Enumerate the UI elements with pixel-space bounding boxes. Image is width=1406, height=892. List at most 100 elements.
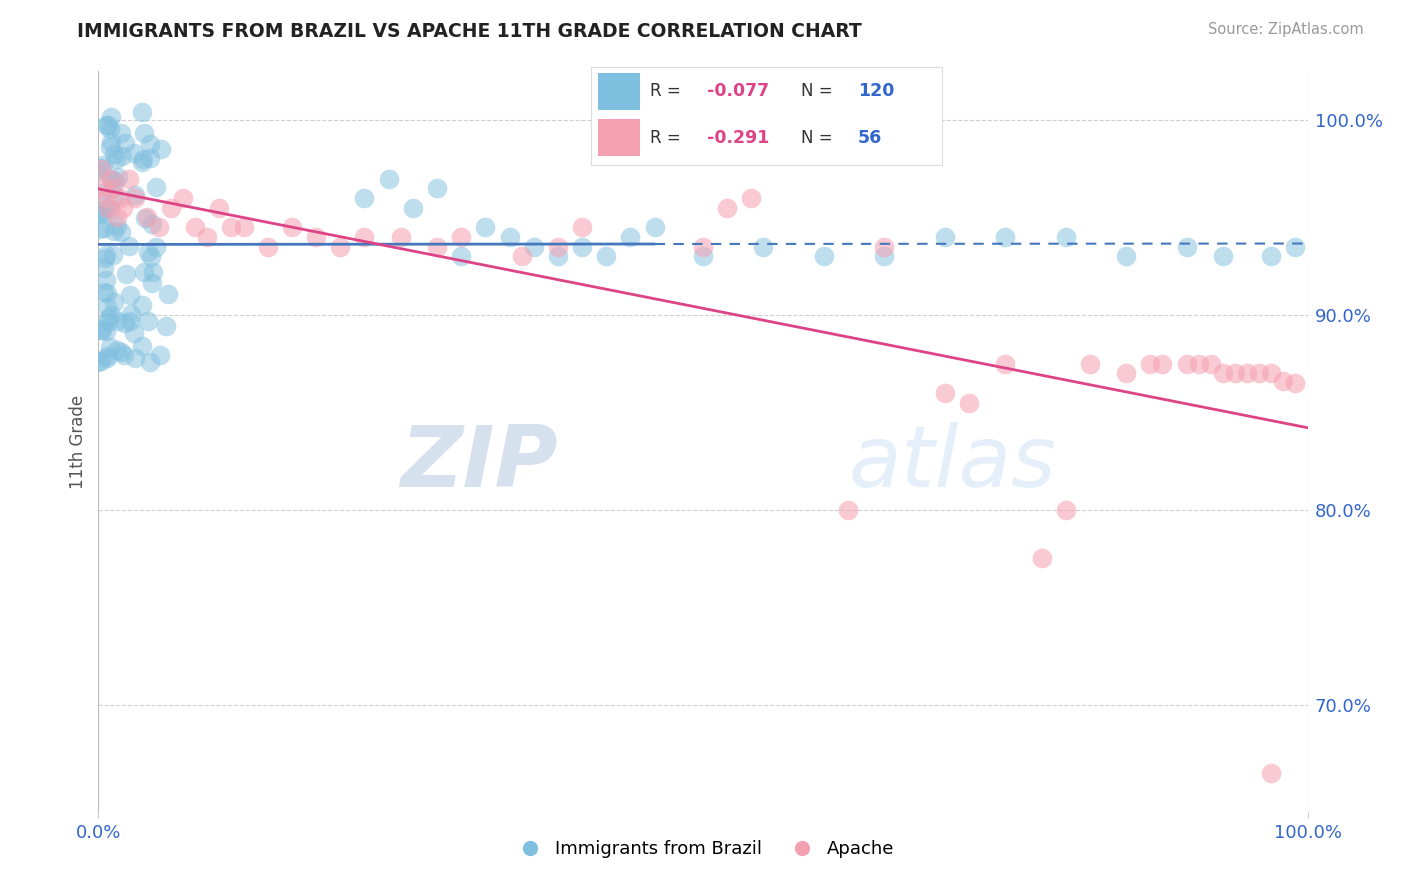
Point <box>87 355 110 369</box>
Point <box>145 240 167 254</box>
Point <box>994 230 1017 244</box>
Point <box>91 181 114 195</box>
Point <box>1199 357 1222 371</box>
Point <box>873 240 896 254</box>
Point <box>149 348 172 362</box>
Point <box>96 118 118 132</box>
Point <box>377 171 399 186</box>
Point <box>148 220 170 235</box>
Point <box>934 230 956 244</box>
Point <box>305 230 328 244</box>
Point <box>1054 502 1077 516</box>
Point <box>1115 250 1137 264</box>
Point <box>94 251 117 265</box>
Point <box>94 273 117 287</box>
Point <box>100 110 122 124</box>
Point <box>131 338 153 352</box>
Point <box>957 395 980 409</box>
Point <box>101 248 124 262</box>
Point <box>195 230 218 244</box>
Point <box>139 354 162 368</box>
Point <box>1031 551 1053 566</box>
Point <box>221 220 243 235</box>
Point <box>97 119 120 133</box>
Point <box>97 310 120 325</box>
Point <box>837 502 859 516</box>
Point <box>114 316 136 330</box>
Point <box>132 126 155 140</box>
Point <box>644 220 666 235</box>
Point <box>90 161 112 176</box>
Point <box>100 135 122 149</box>
Point <box>1249 367 1271 381</box>
Point <box>145 180 167 194</box>
Point <box>93 285 115 300</box>
Point <box>329 240 352 254</box>
Point <box>160 201 183 215</box>
Text: N =: N = <box>801 128 838 146</box>
Point <box>91 159 114 173</box>
Point <box>124 351 146 365</box>
Point <box>353 230 375 244</box>
Point <box>1054 230 1077 244</box>
Point <box>103 146 125 161</box>
Point <box>1212 250 1234 264</box>
Point <box>94 324 117 338</box>
Point <box>111 201 134 215</box>
Point <box>450 230 472 244</box>
Point <box>136 313 159 327</box>
Point <box>101 181 124 195</box>
Text: -0.077: -0.077 <box>707 82 769 101</box>
Point <box>1212 367 1234 381</box>
Point <box>692 240 714 254</box>
Point <box>104 152 127 166</box>
Point <box>1175 357 1198 371</box>
Point <box>139 137 162 152</box>
Point <box>105 343 128 357</box>
Point <box>96 286 118 301</box>
Point <box>994 357 1017 371</box>
Point <box>100 171 122 186</box>
Point <box>118 171 141 186</box>
Point <box>149 143 172 157</box>
Point <box>131 152 153 166</box>
Point <box>873 250 896 264</box>
Point <box>1284 240 1306 254</box>
Point <box>1236 367 1258 381</box>
Point <box>155 318 177 333</box>
Point <box>89 221 111 235</box>
Point <box>1260 250 1282 264</box>
Point <box>110 126 132 140</box>
Point <box>1272 374 1295 388</box>
Point <box>89 204 111 219</box>
Point <box>813 250 835 264</box>
Point <box>389 230 412 244</box>
Point <box>232 220 254 235</box>
Point <box>131 105 153 120</box>
Point <box>547 240 569 254</box>
Point <box>91 323 114 337</box>
Point <box>450 250 472 264</box>
Point <box>96 300 118 314</box>
Point <box>1260 765 1282 780</box>
Point <box>124 188 146 202</box>
Point <box>135 211 157 225</box>
Point <box>98 202 121 217</box>
Point <box>96 349 118 363</box>
Point <box>172 191 194 205</box>
Point <box>256 240 278 254</box>
Text: 120: 120 <box>858 82 894 101</box>
Point <box>141 277 163 291</box>
Point <box>141 250 163 264</box>
Text: ZIP: ZIP <box>401 422 558 505</box>
Point <box>120 307 142 321</box>
Point <box>94 248 117 262</box>
Point <box>90 161 112 176</box>
Point <box>112 348 135 362</box>
Point <box>138 151 160 165</box>
Point <box>353 191 375 205</box>
Text: R =: R = <box>650 82 686 101</box>
Point <box>510 250 533 264</box>
Point <box>474 220 496 235</box>
Point <box>107 169 129 184</box>
